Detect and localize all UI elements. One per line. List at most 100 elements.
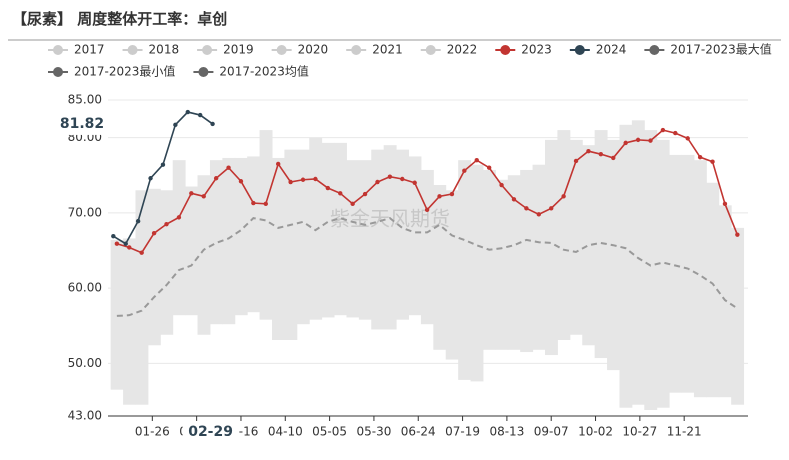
point (160, 162, 166, 167)
point (735, 232, 740, 237)
range-band (172, 160, 186, 316)
x-tick-label: 08-13 (489, 425, 524, 439)
point (300, 177, 306, 182)
point (710, 159, 715, 164)
range-band (209, 160, 223, 325)
point (251, 200, 256, 206)
range-band (271, 157, 285, 341)
legend-label: 2017 (74, 43, 105, 57)
point (238, 179, 244, 184)
point (135, 218, 141, 224)
legend-item: 2021 (346, 43, 403, 57)
point (148, 176, 153, 181)
range-band (284, 149, 298, 341)
tooltip-y-label: 81.82 (60, 116, 104, 132)
point (185, 109, 190, 115)
legend-marker (649, 45, 660, 55)
range-band (532, 164, 546, 350)
point (412, 180, 417, 185)
range-band (545, 139, 558, 356)
point (375, 179, 380, 185)
y-tick-label: 43.00 (68, 409, 102, 423)
point (586, 148, 591, 154)
point (338, 191, 343, 196)
point (263, 201, 268, 207)
point (648, 138, 653, 143)
chart-title: 【尿素】 周度整体开工率：卓创 (12, 10, 227, 28)
legend-item: 2017 (48, 43, 105, 57)
legend-marker (276, 45, 287, 55)
point (536, 212, 542, 217)
point (226, 165, 231, 170)
legend-item: 2022 (420, 43, 478, 57)
point (400, 176, 405, 182)
point (697, 154, 703, 160)
point (424, 207, 430, 213)
range-band (631, 120, 645, 405)
range-band (731, 227, 745, 405)
range-band (123, 238, 136, 405)
range-band (222, 157, 236, 325)
legend-label: 2018 (149, 43, 180, 57)
legend-label: 2020 (298, 43, 329, 57)
point (164, 221, 169, 227)
point (210, 121, 215, 127)
point (660, 127, 666, 133)
point (549, 206, 554, 211)
legend-item: 2017-2023最大值 (644, 42, 772, 57)
range-band (470, 164, 484, 382)
point (524, 206, 529, 211)
tooltip-y-bg (56, 112, 106, 135)
range-band (445, 190, 459, 360)
point (437, 194, 442, 199)
point (722, 201, 728, 207)
range-band (110, 239, 124, 390)
range-band (582, 145, 596, 346)
range-band (259, 130, 273, 320)
point (486, 165, 492, 170)
legend-label: 2017-2023最小值 (74, 64, 175, 79)
range-band (669, 154, 683, 393)
legend-item: 2017-2023均值 (193, 64, 309, 79)
point (288, 179, 293, 185)
y-tick-label: 70.00 (68, 205, 102, 219)
point (362, 191, 368, 197)
range-band (334, 142, 347, 316)
point (623, 140, 628, 146)
tooltip-x-bg (182, 421, 239, 443)
y-tick-label: 60.00 (68, 281, 102, 295)
legend-item: 2020 (271, 43, 329, 57)
point (127, 245, 132, 250)
x-tick-label: 06-24 (401, 425, 436, 439)
point (598, 151, 604, 157)
x-tick-label: 10-02 (578, 425, 613, 439)
point (573, 158, 579, 164)
point (449, 191, 455, 197)
legend-marker (127, 45, 138, 55)
legend-item: 2018 (122, 43, 180, 57)
range-band (147, 188, 161, 346)
legend-label: 2017-2023均值 (219, 64, 308, 79)
x-tick-label: 05-05 (312, 425, 347, 439)
range-band (644, 130, 658, 410)
legend-label: 2023 (521, 43, 552, 57)
point (197, 112, 203, 118)
range-band (607, 139, 620, 371)
range-band (520, 169, 534, 353)
range-band (197, 175, 211, 335)
legend-label: 2022 (447, 43, 478, 57)
y-tick-label: 50.00 (68, 356, 102, 370)
legend-label: 2024 (596, 43, 627, 57)
range-band (371, 149, 385, 330)
range-band (234, 157, 248, 316)
legend-marker (574, 45, 585, 55)
x-tick-label: 04-10 (268, 425, 303, 439)
point (462, 168, 467, 173)
range-band (160, 190, 174, 335)
legend-marker (53, 67, 63, 77)
range-band (495, 179, 509, 350)
x-tick-label: 05-30 (356, 425, 391, 439)
point (173, 122, 178, 128)
point (611, 155, 616, 161)
point (151, 230, 157, 236)
